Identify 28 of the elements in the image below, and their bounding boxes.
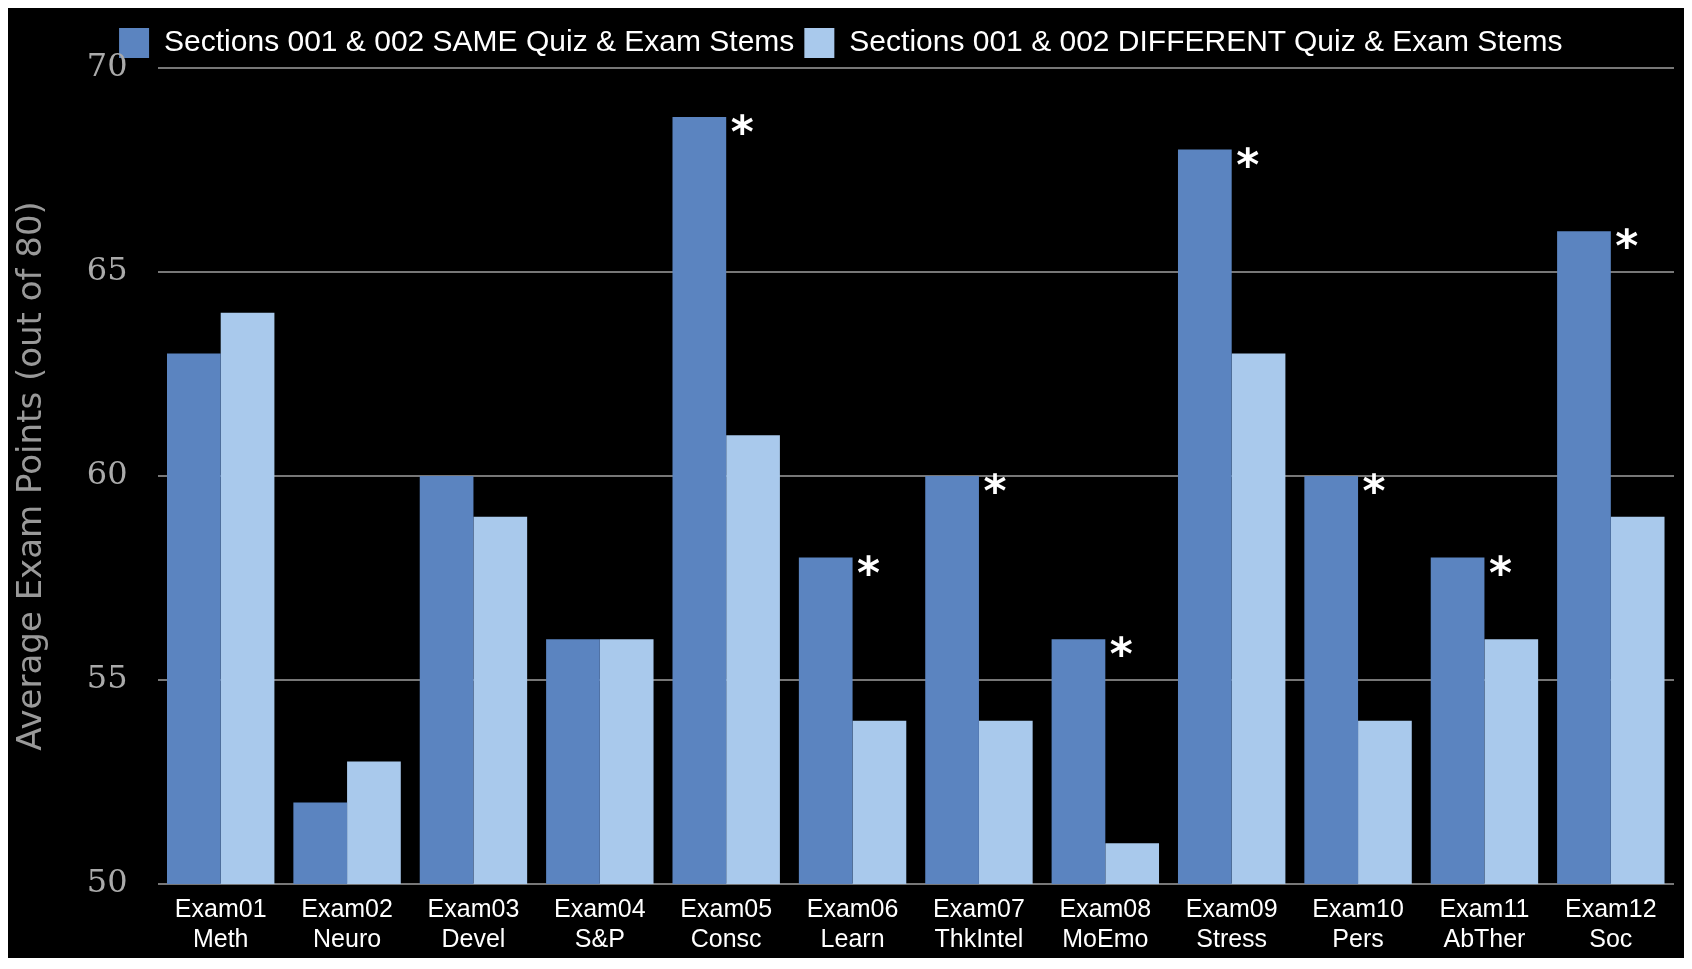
x-tick-label: Exam09 Stress (1185, 893, 1278, 952)
x-tick-label: Exam12 Soc (1564, 893, 1657, 952)
legend-label: Sections 001 & 002 SAME Quiz & Exam Stems (164, 24, 795, 58)
x-tick-label: Exam10 Pers (1312, 893, 1404, 952)
x-tick-label: Exam02 Neuro (301, 893, 393, 952)
annotation: * (1615, 220, 1639, 272)
x-tick-label: Exam05 Consc (680, 893, 773, 952)
x-tick-label: Exam08 MoEmo (1059, 893, 1152, 952)
y-tick-label: 60 (86, 454, 128, 493)
y-tick-label: 50 (86, 862, 128, 901)
annotation: * (857, 546, 881, 598)
annotation: * (1362, 465, 1386, 516)
y-tick-label: 65 (86, 250, 128, 289)
annotation: * (730, 105, 754, 157)
annotation: * (1109, 628, 1133, 680)
y-axis-title: Average Exam Points (out of 80) (9, 201, 50, 751)
annotation: * (1236, 138, 1260, 190)
annotation: * (983, 465, 1007, 516)
x-tick-label: Exam07 ThkIntel (933, 893, 1025, 952)
legend-label: Sections 001 & 002 DIFFERENT Quiz & Exam Stems (849, 24, 1563, 58)
x-tick-label: Exam06 Learn (806, 893, 899, 952)
y-tick-label: 55 (86, 658, 128, 697)
y-tick-label: 70 (86, 46, 128, 85)
x-tick-label: Exam11 AbTher (1439, 893, 1530, 952)
x-tick-label: Exam03 Devel (427, 893, 520, 952)
annotation: * (1488, 546, 1512, 598)
x-tick-label: Exam01 Meth (174, 893, 267, 952)
x-tick-label: Exam04 S&P (553, 893, 646, 952)
